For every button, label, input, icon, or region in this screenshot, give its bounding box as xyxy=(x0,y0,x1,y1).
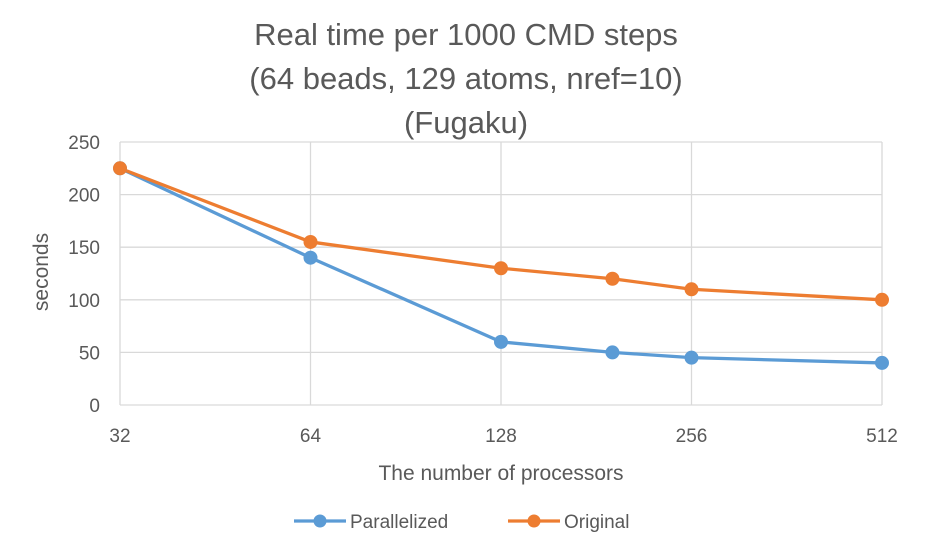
legend-swatch-marker-parallelized xyxy=(313,514,327,528)
x-axis-title: The number of processors xyxy=(378,462,623,485)
x-tick-label: 128 xyxy=(485,426,517,447)
x-tick-label: 32 xyxy=(109,426,130,447)
series-line-original xyxy=(118,166,884,302)
x-tick-label: 512 xyxy=(866,426,898,447)
y-tick-labels: 0 50 100 150 200 250 xyxy=(68,133,100,417)
chart-title-line-3: (Fugaku) xyxy=(404,105,528,140)
x-tick-label: 64 xyxy=(300,426,322,447)
y-tick-label: 0 xyxy=(89,396,100,417)
y-tick-label: 100 xyxy=(68,291,100,312)
data-point-original xyxy=(303,234,318,249)
data-point-original xyxy=(113,161,127,176)
y-tick-label: 250 xyxy=(68,133,100,154)
series-line-parallelized xyxy=(118,166,884,365)
data-point-parallelized xyxy=(605,345,620,360)
legend-label-original: Original xyxy=(564,512,629,533)
y-tick-label: 200 xyxy=(68,186,100,207)
data-point-parallelized xyxy=(303,250,318,265)
chart-title-line-1: Real time per 1000 CMD steps xyxy=(254,17,678,52)
legend-swatch-marker-original xyxy=(527,514,541,528)
data-point-original xyxy=(684,282,699,297)
legend: Parallelized Original xyxy=(294,512,629,533)
x-tick-labels: 32 64 128 256 512 xyxy=(109,426,897,447)
legend-item-original: Original xyxy=(508,512,629,533)
y-axis-title: seconds xyxy=(30,233,53,311)
y-tick-label: 50 xyxy=(79,343,100,364)
data-point-original xyxy=(605,271,620,286)
y-tick-label: 150 xyxy=(68,238,100,259)
series xyxy=(113,161,889,370)
chart-title-line-2: (64 beads, 129 atoms, nref=10) xyxy=(249,61,682,96)
legend-label-parallelized: Parallelized xyxy=(350,512,448,533)
data-point-parallelized xyxy=(684,350,699,365)
data-point-parallelized xyxy=(875,355,889,370)
data-point-original xyxy=(875,292,889,307)
data-point-original xyxy=(494,261,508,276)
legend-item-parallelized: Parallelized xyxy=(294,512,448,533)
chart-title: Real time per 1000 CMD steps (64 beads, … xyxy=(249,17,682,140)
x-tick-label: 256 xyxy=(676,426,708,447)
grid xyxy=(119,141,883,405)
data-point-parallelized xyxy=(494,334,508,349)
